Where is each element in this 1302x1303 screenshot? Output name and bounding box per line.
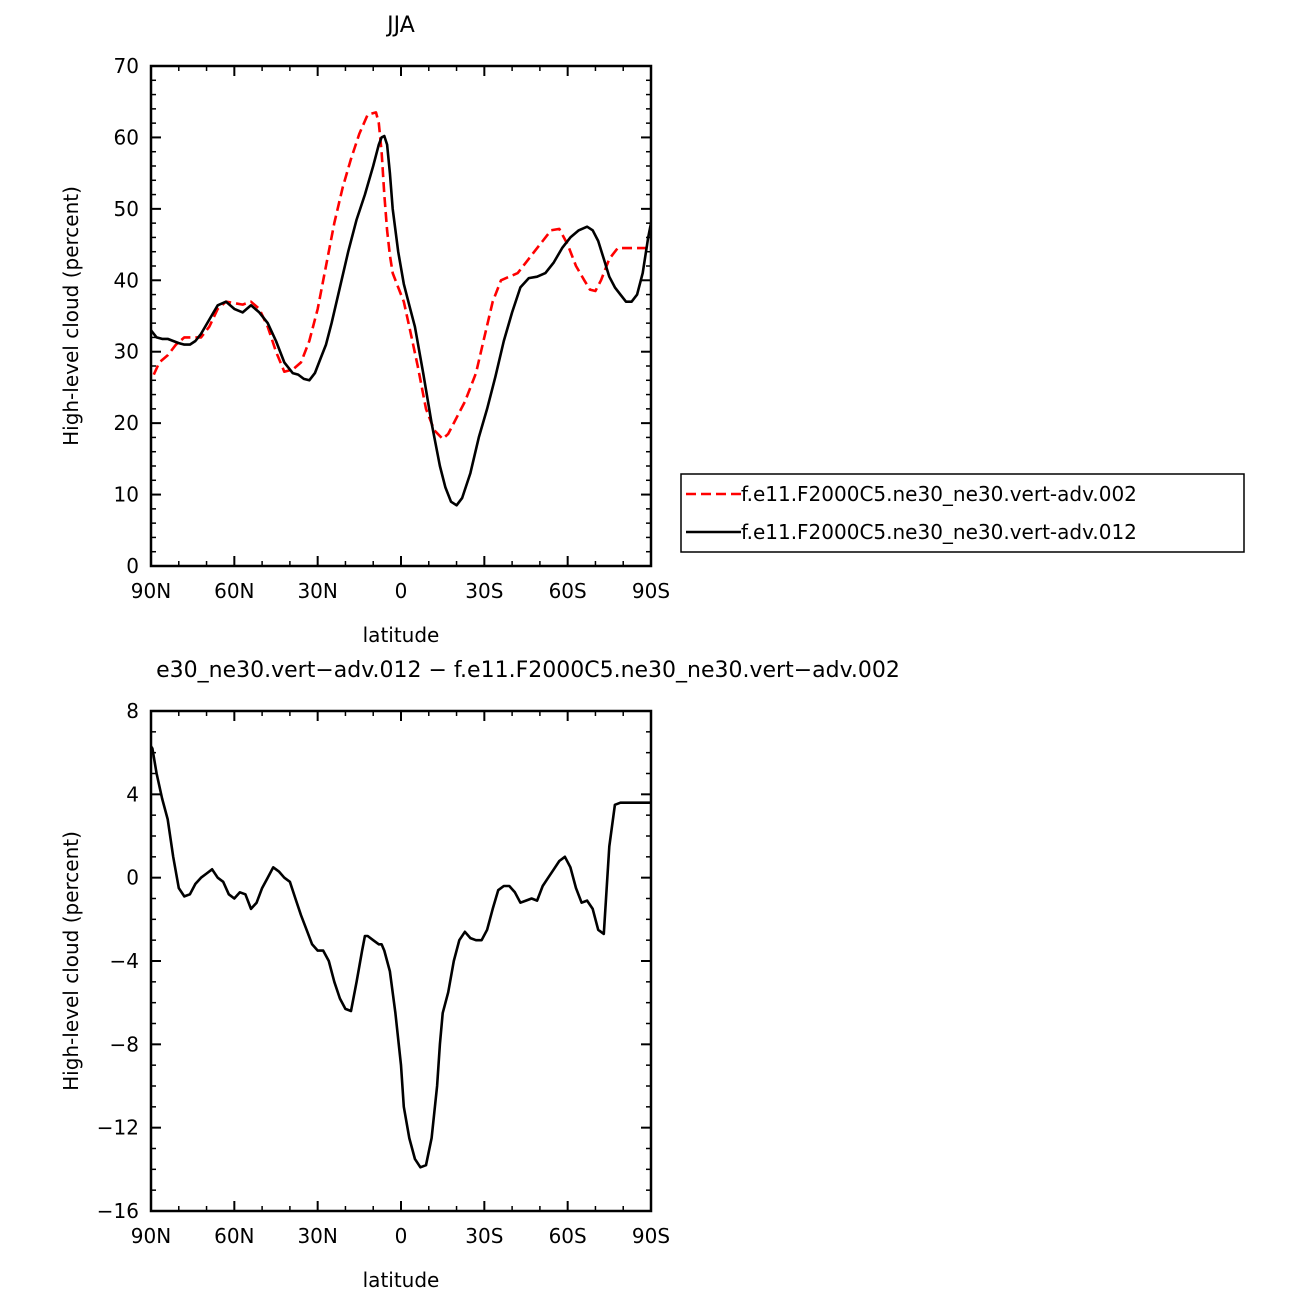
x-tick-label: 30S [465,1224,503,1248]
legend-box [680,473,1245,553]
y-tick-label: 0 [126,866,139,890]
x-tick-label: 90S [632,1224,670,1248]
y-tick-label: 70 [114,54,139,78]
x-tick-label: 90N [131,579,171,603]
series-line-1 [151,134,651,507]
chart-title: JJA [385,13,415,38]
x-tick-label: 30N [297,579,337,603]
y-tick-label: −4 [110,949,139,973]
y-tick-label: 0 [126,554,139,578]
x-tick-label: 0 [395,1224,408,1248]
series-line-0 [152,111,649,441]
y-tick-label: −8 [110,1032,139,1056]
x-tick-label: 60S [549,579,587,603]
legend-label-0: f.e11.F2000C5.ne30_ne30.vert-adv.002 [741,482,1137,506]
y-tick-label: 20 [114,411,139,435]
x-tick-label: 60S [549,1224,587,1248]
x-tick-label: 60N [214,1224,254,1248]
bottom-panel: e30_ne30.vert−adv.012 − f.e11.F2000C5.ne… [59,658,900,1292]
y-tick-label: 50 [114,197,139,221]
series-line-0 [151,745,651,1169]
y-axis-title: High-level cloud (percent) [59,831,83,1091]
y-tick-label: −16 [97,1199,139,1223]
chart-title: e30_ne30.vert−adv.012 − f.e11.F2000C5.ne… [156,658,900,683]
plot-frame [149,64,653,568]
x-tick-label: 30N [297,1224,337,1248]
y-tick-label: 30 [114,340,139,364]
y-tick-label: 60 [114,125,139,149]
top-panel: JJA 90N 60N 30N 0 30S 60S 90S 0 10 20 30 40 50 60 70 lat… [59,13,670,647]
x-tick-label: 90N [131,1224,171,1248]
x-tick-label: 30S [465,579,503,603]
x-axis-title: latitude [363,623,440,647]
y-tick-label: 40 [114,268,139,292]
x-tick-label: 60N [214,579,254,603]
y-tick-label: 4 [126,782,139,806]
y-tick-label: 8 [126,699,139,723]
legend: f.e11.F2000C5.ne30_ne30.vert-adv.002 f.e1… [680,473,1245,553]
y-tick-label: 10 [114,483,139,507]
y-axis-title: High-level cloud (percent) [59,186,83,446]
x-tick-label: 90S [632,579,670,603]
x-axis-title: latitude [363,1268,440,1292]
y-tick-label: −12 [97,1116,139,1140]
legend-label-1: f.e11.F2000C5.ne30_ne30.vert-adv.012 [741,520,1137,544]
plot-frame [149,709,653,1213]
x-tick-label: 0 [395,579,408,603]
